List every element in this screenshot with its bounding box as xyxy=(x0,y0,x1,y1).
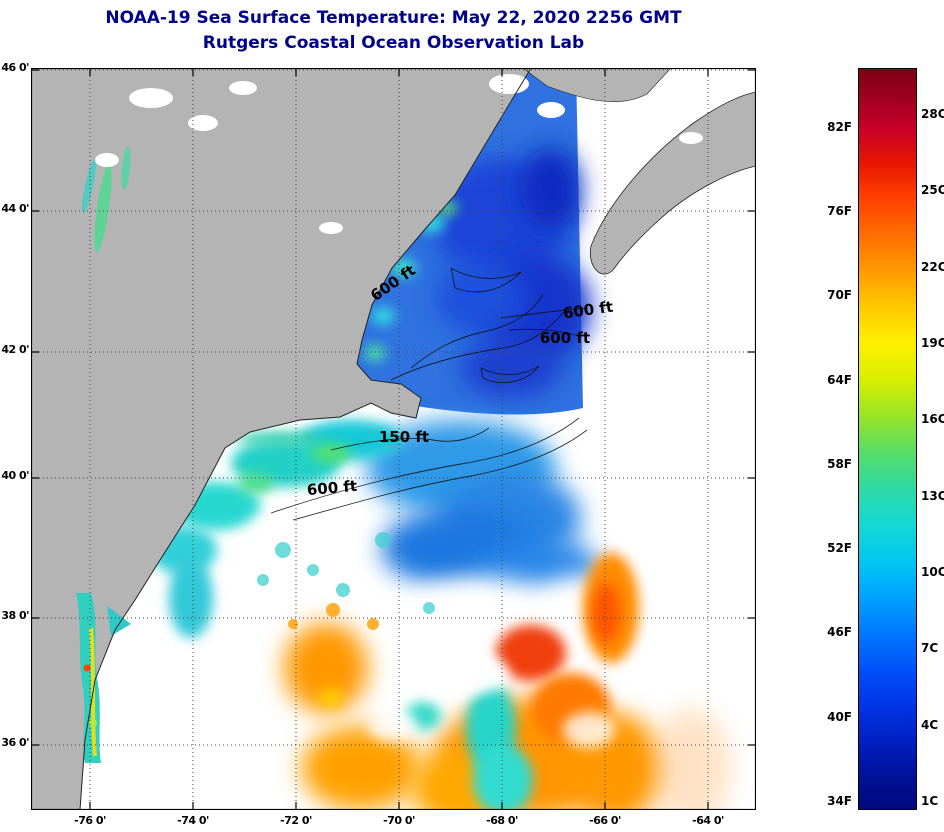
y-axis-tick-label: 36 0' xyxy=(1,736,29,749)
celsius-tick-label: 13C xyxy=(921,489,944,503)
fahrenheit-tick-label: 58F xyxy=(827,457,852,471)
x-axis-tick-label: -64 0' xyxy=(692,814,724,827)
celsius-tick-label: 10C xyxy=(921,565,944,579)
fahrenheit-tick-label: 34F xyxy=(827,794,852,808)
x-axis-tick-label: -72 0' xyxy=(280,814,312,827)
x-axis-tick-label: -76 0' xyxy=(74,814,106,827)
x-axis-tick-label: -68 0' xyxy=(486,814,518,827)
fahrenheit-tick-label: 70F xyxy=(827,288,852,302)
cyan-speckles xyxy=(257,532,435,614)
celsius-tick-label: 16C xyxy=(921,412,944,426)
coastline xyxy=(79,68,532,810)
page-title: NOAA-19 Sea Surface Temperature: May 22,… xyxy=(105,8,682,28)
celsius-tick-label: 7C xyxy=(921,641,939,655)
x-axis-tick-label: -70 0' xyxy=(383,814,415,827)
cloud-patch xyxy=(721,182,741,194)
celsius-tick-label: 4C xyxy=(921,718,939,732)
contour-label-150ft: 150 ft xyxy=(379,428,429,446)
cloud-patch xyxy=(679,132,703,144)
celsius-tick-label: 1C xyxy=(921,794,939,808)
river-valley-streak xyxy=(94,163,112,253)
fahrenheit-tick-label: 46F xyxy=(827,625,852,639)
celsius-tick-label: 22C xyxy=(921,260,944,274)
delaware-bay-water xyxy=(107,606,131,636)
orange-speckles xyxy=(288,603,379,630)
river-valley-streak xyxy=(121,146,131,190)
nova-scotia-land xyxy=(589,91,756,275)
fahrenheit-tick-label: 40F xyxy=(827,710,852,724)
bathymetry-contours xyxy=(270,267,589,521)
y-axis-tick-label: 38 0' xyxy=(1,609,29,622)
contour-label-600ft: 600 ft xyxy=(540,329,590,347)
sst-map: 600 ft 600 ft 600 ft 150 ft 600 ft xyxy=(31,68,756,810)
fahrenheit-tick-label: 52F xyxy=(827,541,852,555)
page-subtitle: Rutgers Coastal Ocean Observation Lab xyxy=(202,33,585,53)
y-axis-tick-label: 44 0' xyxy=(1,202,29,215)
celsius-tick-label: 28C xyxy=(921,107,944,121)
clouds-over-land xyxy=(95,74,565,234)
chesapeake-hot-spot xyxy=(83,664,91,672)
celsius-tick-label: 25C xyxy=(921,183,944,197)
plot-border xyxy=(31,68,756,810)
new-brunswick-land xyxy=(522,68,672,102)
contour-label-600ft: 600 ft xyxy=(306,477,358,499)
x-axis-tick-label: -66 0' xyxy=(589,814,621,827)
river-valley-streak xyxy=(81,158,97,214)
fahrenheit-tick-label: 82F xyxy=(827,120,852,134)
fahrenheit-tick-label: 64F xyxy=(827,373,852,387)
y-axis-tick-label: 40 0' xyxy=(1,469,29,482)
y-axis-tick-label: 42 0' xyxy=(1,343,29,356)
x-axis-tick-label: -74 0' xyxy=(177,814,209,827)
celsius-tick-label: 19C xyxy=(921,336,944,350)
graticule-gridlines xyxy=(31,68,756,810)
chesapeake-green-spot xyxy=(89,719,97,727)
fahrenheit-tick-label: 76F xyxy=(827,204,852,218)
title-block: NOAA-19 Sea Surface Temperature: May 22,… xyxy=(31,6,756,56)
temperature-colorbar xyxy=(858,68,917,810)
y-axis-tick-label: 46 0' xyxy=(1,61,29,74)
axis-ticks xyxy=(31,68,756,810)
